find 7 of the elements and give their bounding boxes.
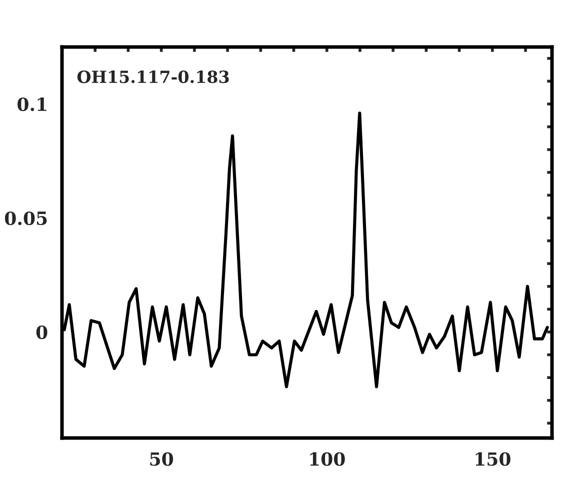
x-tick-label: 50	[150, 452, 174, 466]
annotation: OH15.117-0.183	[77, 70, 229, 84]
y-tick-label: 0.1	[18, 97, 46, 112]
x-tick-label: 100	[310, 452, 345, 466]
y-tick-label: 0	[36, 325, 48, 340]
x-tick-label: 150	[476, 452, 510, 466]
y-tick-label: 0.05	[4, 211, 47, 226]
